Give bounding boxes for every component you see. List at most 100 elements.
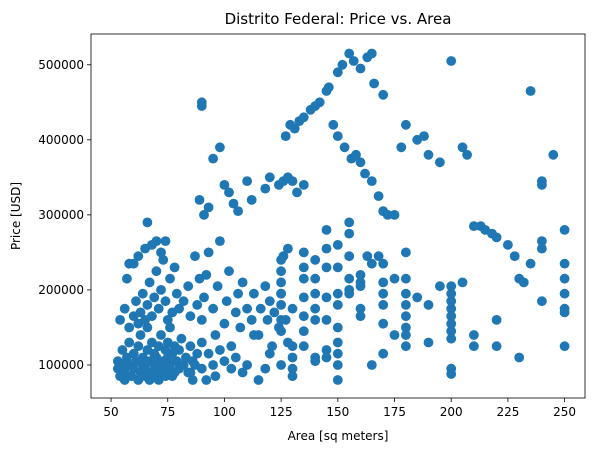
data-point: [339, 142, 350, 153]
data-point: [314, 97, 325, 108]
data-point: [249, 330, 259, 340]
data-point: [503, 240, 513, 250]
data-point: [276, 266, 286, 277]
data-point: [298, 180, 309, 190]
data-point: [332, 337, 343, 348]
data-point: [156, 330, 166, 340]
data-point: [160, 236, 171, 247]
data-point: [264, 296, 275, 307]
data-point: [366, 258, 377, 269]
x-tick-label: 150: [326, 405, 349, 419]
data-point: [199, 292, 209, 303]
data-point: [174, 303, 185, 314]
data-point: [491, 341, 502, 352]
x-tick-label: 200: [440, 405, 463, 419]
data-point: [192, 300, 203, 310]
data-point: [369, 78, 379, 89]
data-point: [378, 258, 389, 269]
data-point: [378, 348, 389, 359]
data-point: [187, 375, 198, 385]
data-point: [185, 367, 196, 378]
data-point: [355, 63, 366, 74]
data-point: [169, 262, 180, 273]
x-axis-ticks: 50 75 100 125 150 175 200 225 250: [103, 398, 576, 419]
y-tick-label: 200000: [38, 283, 84, 297]
data-point: [469, 330, 479, 340]
data-point: [260, 363, 271, 374]
data-point: [174, 345, 185, 355]
data-point: [151, 266, 162, 277]
data-point: [321, 315, 332, 325]
data-point: [287, 341, 298, 352]
data-point: [559, 307, 570, 318]
data-point: [230, 307, 241, 318]
data-point: [156, 247, 166, 258]
x-tick-label: 250: [553, 405, 576, 419]
data-point: [401, 119, 411, 130]
data-point: [215, 345, 225, 355]
data-point: [260, 281, 271, 292]
data-point: [264, 348, 275, 359]
data-point: [348, 56, 359, 66]
data-point: [203, 247, 214, 258]
data-point: [215, 142, 225, 153]
data-point: [446, 311, 457, 322]
data-point: [344, 288, 355, 299]
data-point: [378, 277, 389, 288]
data-point: [228, 198, 239, 209]
data-point: [537, 180, 547, 190]
data-point: [446, 326, 457, 337]
data-point: [124, 337, 135, 348]
data-point: [298, 326, 309, 337]
x-tick-label: 100: [213, 405, 236, 419]
data-point: [233, 288, 244, 299]
data-point: [237, 277, 248, 288]
data-point: [219, 356, 230, 367]
data-point: [185, 311, 196, 322]
data-point: [559, 273, 570, 284]
data-point: [337, 59, 348, 70]
data-point: [423, 337, 434, 348]
data-point: [396, 142, 407, 153]
data-point: [355, 311, 366, 322]
data-point: [373, 251, 384, 262]
data-point: [509, 251, 520, 262]
data-point: [117, 345, 128, 355]
data-point: [332, 262, 343, 273]
data-point: [137, 288, 148, 299]
data-point: [262, 315, 273, 325]
x-tick-label: 225: [496, 405, 519, 419]
data-point: [158, 255, 169, 265]
data-point: [355, 157, 366, 168]
data-point: [135, 330, 146, 340]
data-point: [185, 341, 196, 352]
data-point: [212, 281, 223, 292]
data-point: [194, 195, 205, 205]
data-point: [135, 307, 146, 318]
data-point: [559, 341, 570, 352]
data-point: [332, 375, 343, 385]
data-point: [242, 303, 253, 314]
data-point: [332, 348, 343, 359]
data-point: [355, 270, 366, 280]
data-point: [208, 360, 219, 370]
x-tick-label: 75: [160, 405, 175, 419]
data-point: [332, 322, 343, 333]
data-point: [196, 97, 207, 108]
data-point: [283, 243, 293, 254]
data-point: [246, 315, 257, 325]
data-point: [276, 255, 286, 265]
data-point: [287, 371, 298, 382]
data-point: [131, 296, 141, 307]
data-point: [253, 375, 264, 385]
data-point: [446, 333, 457, 344]
data-point: [457, 142, 468, 153]
data-point: [165, 322, 175, 333]
data-point: [196, 315, 207, 325]
data-point: [332, 288, 343, 299]
data-point: [310, 288, 321, 299]
data-point: [226, 341, 237, 352]
data-point: [514, 352, 525, 363]
data-point: [210, 371, 221, 382]
data-point: [362, 251, 373, 262]
